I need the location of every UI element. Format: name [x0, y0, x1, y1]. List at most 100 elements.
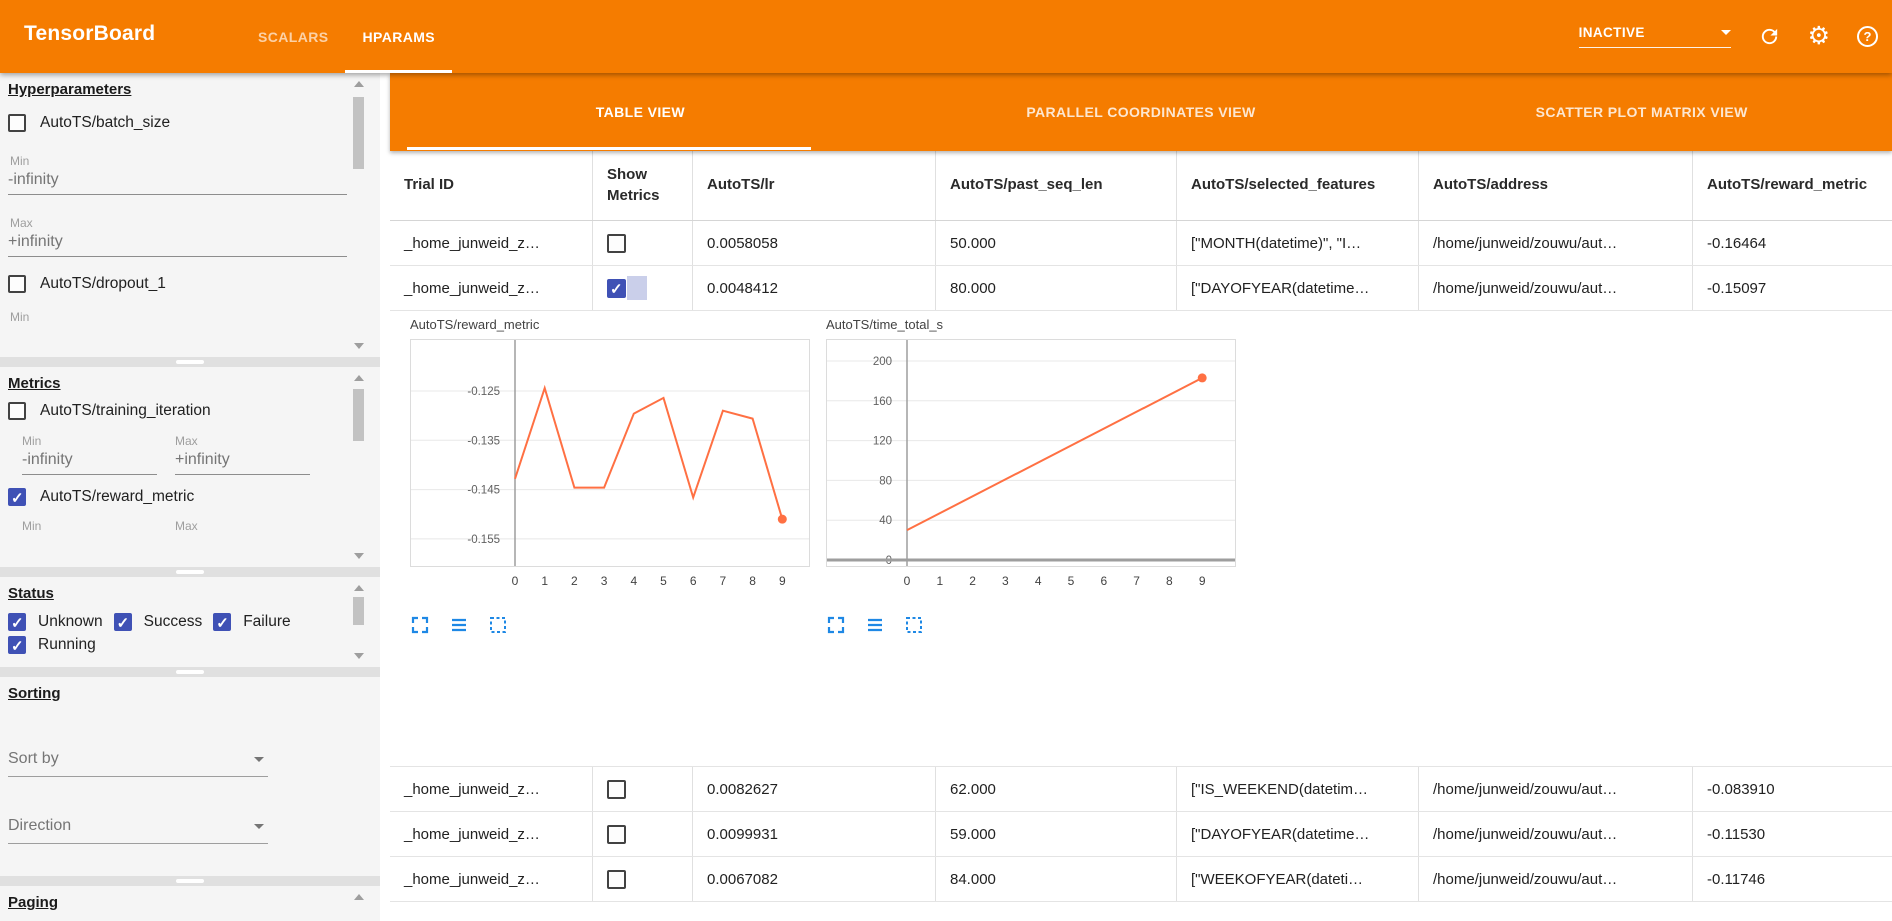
- main-content: TABLE VIEW PARALLEL COORDINATES VIEW SCA…: [390, 73, 1892, 911]
- svg-text:40: 40: [879, 515, 892, 527]
- scrollbar[interactable]: [352, 894, 365, 919]
- table-cell-lr: 0.0058058: [692, 221, 935, 265]
- sort-by-select[interactable]: Sort by: [8, 750, 268, 777]
- min-input[interactable]: -infinity: [8, 171, 347, 195]
- scrollbar[interactable]: [352, 375, 365, 559]
- svg-text:3: 3: [601, 574, 608, 588]
- sidebar-section-metrics: Metrics AutoTS/training_iteration Min Ma…: [0, 367, 380, 567]
- show-metrics-checkbox[interactable]: [607, 780, 626, 799]
- show-metrics-checkbox[interactable]: [607, 279, 626, 298]
- gear-icon[interactable]: ⚙: [1808, 24, 1830, 49]
- show-metrics-checkbox[interactable]: [607, 870, 626, 889]
- table-row: _home_junweid_z…0.004841280.000["DAYOFYE…: [390, 266, 1892, 311]
- svg-text:0: 0: [512, 574, 519, 588]
- scroll-down-icon[interactable]: [354, 553, 364, 559]
- table-cell-past-seq-len: 80.000: [935, 266, 1176, 310]
- min-input[interactable]: -infinity: [22, 451, 157, 475]
- direction-select[interactable]: Direction: [8, 817, 268, 844]
- rows-icon[interactable]: [866, 616, 884, 634]
- table-cell-show-metrics: [592, 266, 692, 310]
- svg-text:3: 3: [1002, 574, 1009, 588]
- scrollbar-thumb[interactable]: [353, 97, 364, 169]
- checkbox[interactable]: [213, 613, 231, 631]
- tab-scatter-plot-matrix-view[interactable]: SCATTER PLOT MATRIX VIEW: [1391, 73, 1892, 151]
- svg-text:-0.155: -0.155: [467, 534, 500, 546]
- status-label: Success: [144, 613, 203, 631]
- scroll-up-icon[interactable]: [354, 585, 364, 591]
- checkbox[interactable]: [8, 488, 26, 506]
- tab-table-view[interactable]: TABLE VIEW: [390, 73, 891, 151]
- help-icon[interactable]: ?: [1857, 26, 1878, 47]
- checkbox[interactable]: [8, 275, 26, 293]
- dashed-box-icon[interactable]: [905, 616, 923, 634]
- table-cell-address: /home/junweid/zouwu/aut…: [1418, 812, 1692, 856]
- scroll-down-icon[interactable]: [354, 343, 364, 349]
- scrollbar[interactable]: [352, 81, 365, 349]
- checkbox[interactable]: [8, 636, 26, 654]
- table-cell-past-seq-len: 62.000: [935, 767, 1176, 811]
- chevron-down-icon: [254, 757, 264, 762]
- checkbox[interactable]: [8, 402, 26, 420]
- scrollbar[interactable]: [352, 585, 365, 659]
- rows-icon[interactable]: [450, 616, 468, 634]
- nav-tab-scalars[interactable]: SCALARS: [241, 0, 345, 73]
- checkbox[interactable]: [8, 613, 26, 631]
- run-status-dropdown[interactable]: INACTIVE: [1579, 25, 1731, 48]
- table-cell-reward-metric: -0.16464: [1692, 221, 1892, 265]
- scrollbar-thumb[interactable]: [353, 597, 364, 625]
- table-cell-lr: 0.0099931: [692, 812, 935, 856]
- pane-divider[interactable]: [0, 667, 380, 677]
- refresh-icon[interactable]: [1758, 25, 1781, 48]
- chart-toolbar: [827, 616, 923, 634]
- svg-text:160: 160: [873, 396, 892, 408]
- column-header: AutoTS/address: [1418, 151, 1692, 220]
- column-header: AutoTS/reward_metric: [1692, 151, 1892, 220]
- chart-title: AutoTS/time_total_s: [826, 317, 1236, 339]
- svg-text:1: 1: [541, 574, 548, 588]
- show-metrics-checkbox[interactable]: [607, 825, 626, 844]
- fullscreen-icon[interactable]: [411, 616, 429, 634]
- svg-text:6: 6: [690, 574, 697, 588]
- column-header: AutoTS/past_seq_len: [935, 151, 1176, 220]
- sort-by-value: Sort by: [8, 750, 59, 768]
- pane-divider[interactable]: [0, 567, 380, 577]
- max-label: Max: [175, 434, 310, 448]
- checkbox[interactable]: [114, 613, 132, 631]
- hparam-item-dropout-1: AutoTS/dropout_1: [8, 275, 380, 293]
- scroll-down-icon[interactable]: [354, 653, 364, 659]
- table-cell-reward-metric: -0.11530: [1692, 812, 1892, 856]
- scroll-up-icon[interactable]: [354, 894, 364, 900]
- tab-parallel-coordinates-view[interactable]: PARALLEL COORDINATES VIEW: [891, 73, 1392, 151]
- nav-tab-hparams[interactable]: HPARAMS: [345, 0, 452, 73]
- scrollbar-thumb[interactable]: [353, 389, 364, 441]
- pane-divider[interactable]: [0, 357, 380, 367]
- svg-text:7: 7: [1133, 574, 1140, 588]
- tab-label: SCATTER PLOT MATRIX VIEW: [1536, 104, 1748, 120]
- status-label: Unknown: [38, 613, 103, 631]
- dashed-box-icon[interactable]: [489, 616, 507, 634]
- pane-divider[interactable]: [0, 876, 380, 886]
- svg-text:200: 200: [873, 356, 892, 368]
- scroll-up-icon[interactable]: [354, 81, 364, 87]
- show-metrics-checkbox[interactable]: [607, 234, 626, 253]
- min-label: Min: [10, 154, 380, 168]
- fullscreen-icon[interactable]: [827, 616, 845, 634]
- checkbox-ripple: [627, 276, 647, 300]
- max-input[interactable]: +infinity: [8, 233, 347, 257]
- svg-text:-0.125: -0.125: [467, 386, 500, 398]
- table-cell-lr: 0.0067082: [692, 857, 935, 901]
- metric-label: AutoTS/training_iteration: [40, 402, 211, 420]
- svg-text:4: 4: [630, 574, 637, 588]
- checkbox[interactable]: [8, 114, 26, 132]
- svg-text:2: 2: [969, 574, 976, 588]
- table-cell-past-seq-len: 84.000: [935, 857, 1176, 901]
- max-input[interactable]: +infinity: [175, 451, 310, 475]
- scroll-up-icon[interactable]: [354, 375, 364, 381]
- table-cell-address: /home/junweid/zouwu/aut…: [1418, 266, 1692, 310]
- chart-title: AutoTS/reward_metric: [410, 317, 810, 339]
